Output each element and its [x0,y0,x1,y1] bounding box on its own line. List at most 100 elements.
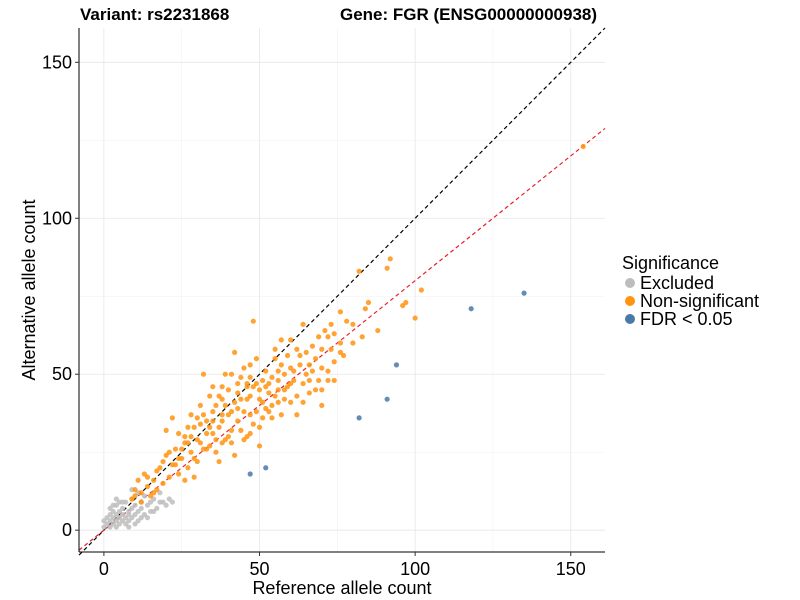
point-non-significant [312,387,319,393]
point-non-significant [175,455,182,462]
point-non-significant [219,418,225,424]
point-non-significant [263,405,269,412]
y-tick-label: 50 [52,364,72,384]
point-non-significant [247,430,253,437]
point-non-significant [319,365,325,371]
point-non-significant [288,380,294,387]
point-fdr-0-05 [521,290,527,296]
point-non-significant [210,409,216,415]
point-non-significant [247,412,253,418]
point-non-significant [163,427,169,433]
point-non-significant [250,318,256,324]
point-non-significant [325,334,331,340]
point-non-significant [235,390,241,396]
point-non-significant [297,362,303,368]
point-non-significant [160,458,166,465]
point-excluded [113,496,119,502]
legend-item-fdr: FDR < 0.05 [622,310,759,328]
point-non-significant [219,384,225,390]
point-non-significant [266,380,272,387]
point-non-significant [194,437,200,443]
point-non-significant [319,402,325,409]
point-non-significant [319,346,325,352]
point-non-significant [300,380,306,387]
point-non-significant [138,490,144,496]
point-non-significant [263,368,269,374]
point-non-significant [175,430,182,437]
point-excluded [169,499,175,505]
point-non-significant [253,356,260,362]
point-non-significant [151,477,157,483]
point-non-significant [278,362,284,368]
point-non-significant [300,399,306,405]
point-non-significant [325,368,331,374]
point-non-significant [185,424,191,430]
point-non-significant [247,393,253,399]
legend-title: Significance [622,253,720,273]
point-non-significant [260,399,266,405]
point-non-significant [219,412,225,418]
point-non-significant [207,393,213,399]
point-non-significant [412,315,418,321]
point-fdr-0-05 [263,465,269,471]
legend-label-non-significant: Non-significant [640,291,760,311]
point-non-significant [294,393,300,399]
point-non-significant [172,462,179,468]
point-non-significant [260,415,266,421]
point-excluded [144,515,151,521]
chart-title-gene: Gene: FGR (ENSG00000000938) [340,5,598,24]
point-non-significant [213,402,219,409]
point-non-significant [200,412,207,418]
point-non-significant [275,368,281,374]
point-excluded [138,505,144,511]
point-non-significant [219,396,225,402]
point-non-significant [337,340,344,346]
legend-label-excluded: Excluded [640,273,715,293]
grid-lines [79,28,605,552]
point-fdr-0-05 [468,306,474,312]
point-non-significant [384,265,390,271]
point-non-significant [256,443,263,449]
point-non-significant [288,337,294,343]
point-non-significant [241,365,247,371]
y-axis-title: Alternative allele count [19,199,39,380]
point-non-significant [144,474,151,480]
point-non-significant [185,440,191,446]
point-non-significant [284,352,291,359]
point-non-significant [200,446,207,452]
point-non-significant [328,346,334,352]
point-non-significant [350,340,356,346]
point-excluded [151,508,157,515]
point-non-significant [272,393,278,399]
point-non-significant [337,349,344,355]
point-non-significant [207,424,213,430]
point-non-significant [300,321,306,327]
point-non-significant [256,424,263,430]
point-non-significant [138,499,144,505]
point-non-significant [337,309,344,315]
point-non-significant [291,368,297,374]
point-non-significant [294,412,300,418]
legend-dot-fdr [625,314,635,324]
legend-item-excluded: Excluded [622,274,759,292]
point-non-significant [269,374,275,380]
point-non-significant [241,409,247,415]
point-non-significant [275,377,281,384]
x-tick-label: 150 [556,559,586,579]
legend-dot-excluded [625,278,635,288]
point-non-significant [306,390,312,396]
point-non-significant [191,474,197,480]
point-non-significant [204,418,210,424]
point-non-significant [232,452,238,458]
point-non-significant [294,346,300,352]
point-non-significant [166,474,172,480]
point-non-significant [219,440,225,446]
legend: Significance Excluded Non-significant FD… [622,252,759,328]
point-non-significant [275,387,281,393]
point-non-significant [194,415,200,421]
point-non-significant [151,490,157,496]
point-non-significant [375,327,381,334]
point-non-significant [204,430,210,437]
y-tick-label: 100 [42,208,72,228]
point-non-significant [316,377,322,384]
